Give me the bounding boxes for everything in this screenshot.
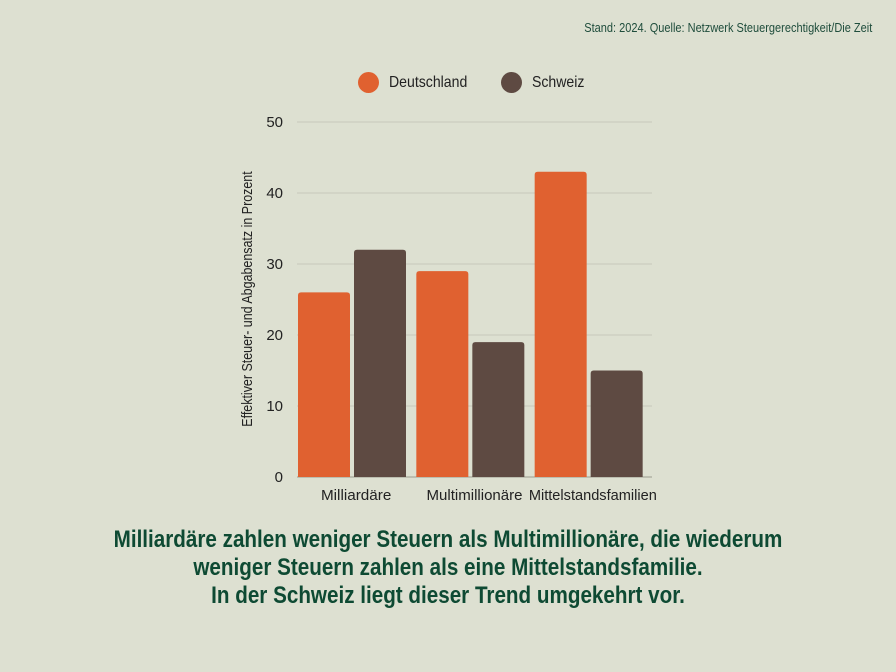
caption-line-1: Milliardäre zahlen weniger Steuern als M… [113, 526, 783, 553]
category-label: Milliardäre [321, 488, 391, 504]
y-tick-label: 10 [266, 398, 283, 415]
bar-schweiz-0 [354, 249, 406, 477]
bar-deutschland-1 [416, 271, 469, 477]
bar-schweiz-2 [590, 370, 643, 477]
y-tick-label: 40 [266, 185, 283, 202]
bar-deutschland-2 [534, 171, 587, 477]
y-tick-label: 0 [275, 469, 283, 486]
bars [298, 171, 643, 477]
category-label: Multimillionäre [427, 488, 523, 504]
legend-label-schweiz: Schweiz [532, 73, 585, 91]
y-axis-label: Effektiver Steuer- und Abgabensatz in Pr… [239, 171, 255, 427]
legend-item-schweiz: Schweiz [501, 72, 592, 93]
legend-item-deutschland: Deutschland [358, 72, 478, 93]
legend-swatch-schweiz [501, 72, 522, 93]
category-label: Mittelstandsfamilien [529, 488, 657, 504]
legend-swatch-deutschland [358, 72, 379, 93]
y-tick-label: 50 [266, 114, 283, 131]
chart-caption: Milliardäre zahlen weniger Steuern als M… [0, 526, 896, 610]
bar-schweiz-1 [472, 342, 525, 477]
y-tick-labels: 0 10 20 30 40 50 [266, 114, 283, 486]
y-tick-label: 20 [266, 327, 283, 344]
caption-line-3: In der Schweiz liegt dieser Trend umgeke… [211, 582, 685, 609]
caption-line-2: weniger Steuern zahlen als eine Mittelst… [193, 554, 703, 581]
source-note: Stand: 2024. Quelle: Netzwerk Steuergere… [584, 21, 872, 35]
legend-label-deutschland: Deutschland [389, 73, 468, 91]
y-tick-label: 30 [266, 256, 283, 273]
bar-deutschland-0 [298, 292, 350, 477]
category-labels: Milliardäre Multimillionäre Mittelstandsfa… [321, 488, 657, 504]
chart-legend: Deutschland Schweiz [0, 72, 896, 96]
